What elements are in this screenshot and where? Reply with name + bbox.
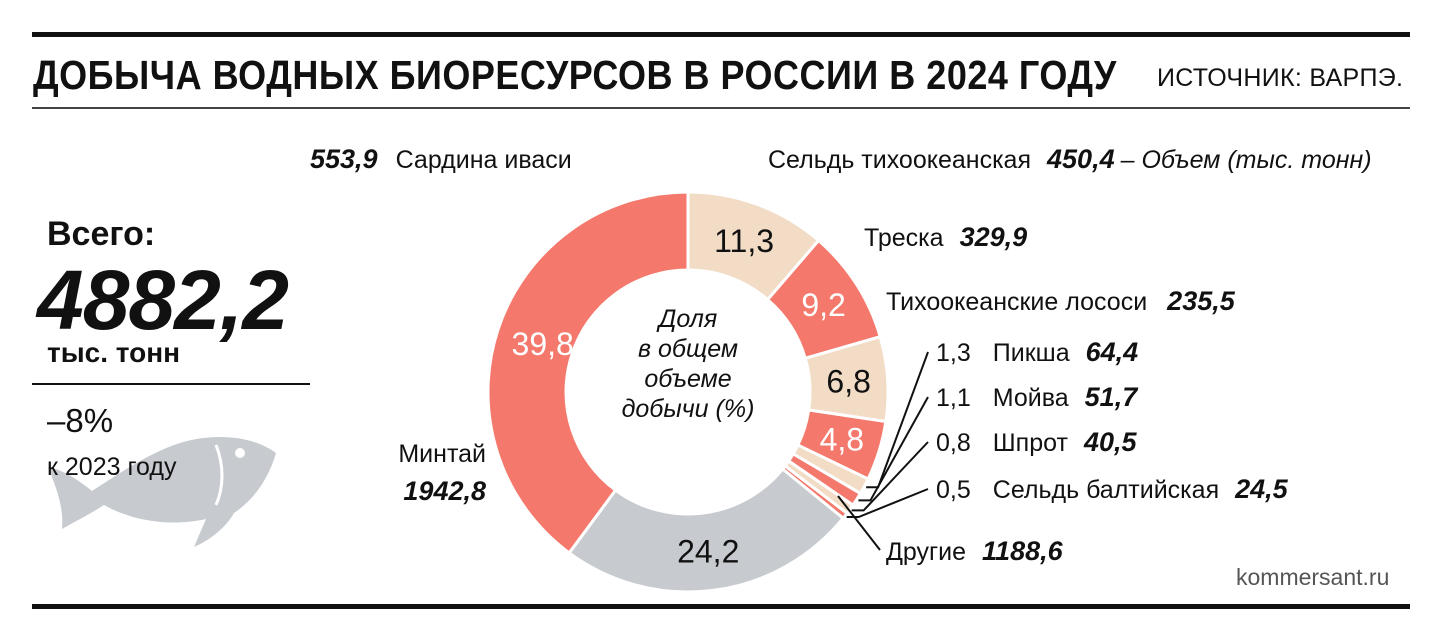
share-labels: 11,3 9,2 6,8 4,8 24,2 39,8 bbox=[512, 223, 871, 570]
leader-line-сельдь-балтийская bbox=[846, 488, 929, 519]
summary-divider bbox=[32, 383, 310, 385]
center-label-line: добычи (%) bbox=[622, 395, 755, 423]
slice-callouts: 553,9 Сардина иваси Сельдь тихоокеанская 45… bbox=[310, 144, 1372, 566]
total-value: 4882,2 bbox=[37, 253, 289, 347]
center-label-line: Доля bbox=[656, 305, 717, 333]
change-label: к 2023 году bbox=[47, 453, 177, 481]
slice-другие bbox=[567, 466, 846, 594]
share-label-сардина-иваси: 11,3 bbox=[714, 223, 774, 259]
chart-title: ДОБЫЧА ВОДНЫХ БИОРЕСУРСОВ В РОССИИ В 202… bbox=[33, 52, 1117, 98]
share-label-сельдь-тихоокеанская: 9,2 bbox=[801, 287, 845, 323]
credit: kommersant.ru bbox=[1236, 564, 1390, 590]
bottom-rule bbox=[32, 604, 1410, 609]
fish-icon bbox=[48, 437, 276, 547]
total-label: Всего: bbox=[47, 215, 156, 253]
slice-минтай bbox=[486, 190, 690, 556]
donut-slices bbox=[486, 190, 890, 594]
callout-text: Минтай bbox=[398, 440, 486, 468]
center-label-line: в общем bbox=[638, 335, 738, 363]
callout-text: 0,8 Шпрот 40,5 bbox=[936, 427, 1137, 457]
callout-text: Другие 1188,6 bbox=[886, 536, 1064, 566]
title-rule bbox=[32, 107, 1410, 109]
change-value: –8% bbox=[47, 402, 114, 439]
leader-line-мойва bbox=[858, 396, 929, 502]
source-note: ИСТОЧНИК: ВАРПЭ. bbox=[1157, 64, 1404, 92]
center-label-line: объеме bbox=[644, 365, 731, 393]
total-unit: тыс. тонн bbox=[47, 337, 181, 368]
callout-text: Тихоокеанские лососи 235,5 bbox=[886, 286, 1236, 316]
callout-text: Сельдь тихоокеанская 450,4– Объем (тыс. т… bbox=[768, 144, 1372, 174]
callout-text: 1942,8 bbox=[403, 476, 486, 506]
callout-text: 1,1 Мойва 51,7 bbox=[936, 382, 1139, 412]
leader-line-другие bbox=[837, 495, 881, 551]
leader-lines bbox=[837, 351, 929, 551]
callout-text: 553,9 Сардина иваси bbox=[310, 144, 572, 174]
share-label-тихоокеанские-лососи: 4,8 bbox=[820, 421, 864, 457]
callout-text: 0,5 Сельдь балтийская 24,5 bbox=[936, 474, 1289, 504]
callout-text: Треска 329,9 bbox=[864, 222, 1027, 252]
top-rule bbox=[32, 32, 1410, 37]
leader-line-шпрот bbox=[851, 441, 929, 512]
share-label-другие: 24,2 bbox=[677, 534, 739, 570]
share-label-треска: 6,8 bbox=[826, 363, 870, 399]
share-label-минтай: 39,8 bbox=[512, 326, 574, 362]
callout-text: 1,3 Пикша 64,4 bbox=[936, 337, 1138, 367]
